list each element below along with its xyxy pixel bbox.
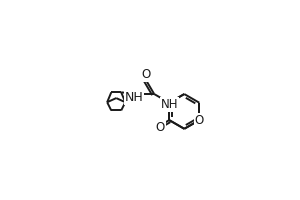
Text: NH: NH: [160, 98, 178, 111]
Text: O: O: [195, 114, 204, 127]
Text: O: O: [141, 68, 150, 81]
Text: NH: NH: [125, 91, 143, 104]
Text: O: O: [155, 121, 165, 134]
